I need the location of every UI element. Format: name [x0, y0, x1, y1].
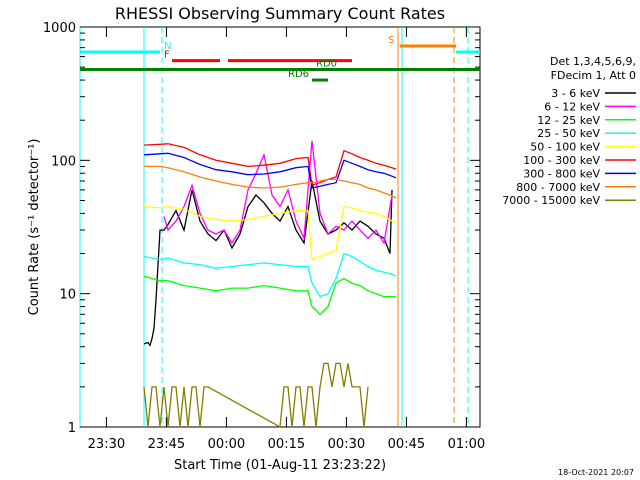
- series-line-800-7000-kev: [144, 165, 397, 199]
- series-line-100-300-kev: [143, 143, 397, 187]
- x-axis-label: Start Time (01-Aug-11 23:23:22): [174, 458, 386, 473]
- x-tick-label: 23:45: [148, 437, 185, 452]
- footer-timestamp: 18-Oct-2021 20:07: [558, 468, 634, 477]
- series-line-12-25-kev: [143, 275, 396, 316]
- series-line-300-800-kev: [143, 152, 397, 189]
- legend-label-300-800-kev: 300 - 800 keV: [523, 167, 600, 180]
- flag-label-n: N: [164, 41, 171, 52]
- series-line-3-6-kev: [143, 180, 393, 347]
- series-line-50-100-kev: [143, 205, 397, 261]
- legend-label-100-300-kev: 100 - 300 keV: [523, 154, 600, 167]
- legend-header-detectors: Det 1,3,4,5,6,9,: [550, 55, 636, 68]
- x-tick-label: 01:00: [448, 437, 485, 452]
- flag-label-rd6: RD6: [288, 69, 309, 80]
- x-tick-label: 00:45: [388, 437, 425, 452]
- flag-label-f: F: [164, 50, 170, 61]
- series-line-6-12-kev: [163, 140, 393, 245]
- y-tick-label: 1: [68, 421, 76, 436]
- chart-title: RHESSI Observing Summary Count Rates: [115, 4, 445, 23]
- series-line-7000-15000-kev: [143, 362, 369, 429]
- legend-label-7000-15000-kev: 7000 - 15000 keV: [502, 194, 600, 207]
- x-tick-label: 00:30: [328, 437, 365, 452]
- legend-label-25-50-kev: 25 - 50 keV: [537, 127, 600, 140]
- legend-label-12-25-kev: 12 - 25 keV: [537, 114, 600, 127]
- y-axis-label: Count Rate (s⁻¹ detector⁻¹): [27, 139, 42, 316]
- legend-label-3-6-kev: 3 - 6 keV: [551, 87, 600, 100]
- series-line-25-50-kev: [143, 252, 397, 298]
- legend-label-50-100-kev: 50 - 100 keV: [530, 141, 600, 154]
- legend-header-decimation: FDecim 1, Att 0: [551, 69, 636, 82]
- y-tick-label: 1000: [43, 21, 76, 36]
- x-tick-label: 23:30: [88, 437, 125, 452]
- plot-frame: [79, 26, 481, 428]
- y-tick-label: 100: [51, 154, 76, 169]
- y-tick-label: 10: [59, 288, 76, 303]
- legend: Det 1,3,4,5,6,9, FDecim 1, Att 0 3 - 6 k…: [502, 55, 636, 207]
- flag-label-s: S: [388, 35, 394, 46]
- x-tick-label: 00:15: [268, 437, 305, 452]
- x-tick-label: 00:00: [208, 437, 245, 452]
- flag-label-rd0: RD0: [316, 59, 337, 70]
- legend-label-6-12-kev: 6 - 12 keV: [544, 100, 600, 113]
- legend-label-800-7000-kev: 800 - 7000 keV: [516, 181, 600, 194]
